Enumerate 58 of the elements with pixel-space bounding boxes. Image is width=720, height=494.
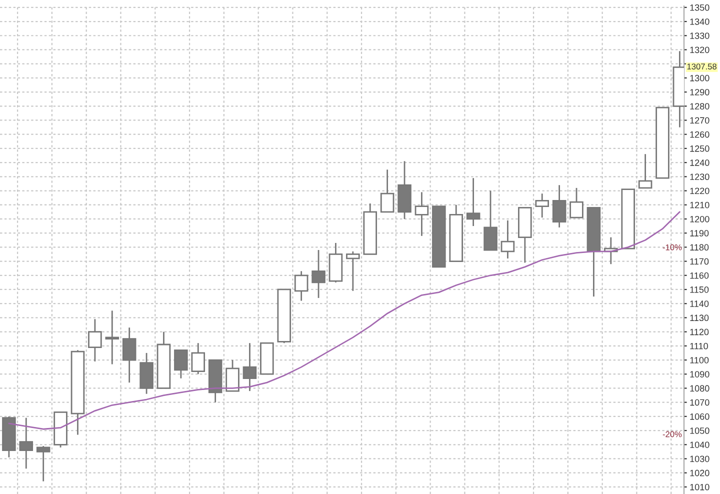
candlestick: [242, 342, 257, 392]
y-tick-label: 1330: [690, 32, 710, 39]
candlestick: [346, 250, 360, 292]
y-tick-label: 1130: [690, 314, 709, 322]
candlestick: [226, 359, 240, 392]
y-tick-label: 1170: [690, 258, 709, 265]
y-tick-label: 1200: [690, 216, 710, 222]
candlestick: [105, 310, 120, 365]
y-tick-label: 1300: [690, 74, 710, 82]
candlestick: [466, 177, 480, 227]
y-tick-label: 1070: [690, 399, 710, 406]
y-tick-label: 1180: [690, 244, 709, 251]
y-tick-label: 1050: [690, 428, 710, 434]
y-tick-label: 1030: [690, 456, 710, 462]
candlestick: [380, 168, 394, 213]
y-tick-label: 1270: [690, 117, 710, 124]
y-tick-label: 1080: [690, 385, 710, 392]
annotation: -10%: [662, 244, 682, 250]
y-tick-label: 1250: [690, 145, 710, 152]
candlestick: [122, 326, 136, 384]
y-tick-label: 1340: [690, 18, 710, 25]
y-tick-label: 1290: [690, 89, 710, 96]
y-tick-label: 1190: [690, 230, 709, 236]
y-tick-label: 1230: [690, 174, 710, 180]
candlestick: [414, 191, 429, 237]
candlestick: [174, 349, 188, 380]
candlestick: [191, 342, 206, 375]
y-tick-label: 1010: [690, 484, 710, 490]
candlestick: [552, 184, 566, 228]
y-tick-label: 1120: [690, 328, 709, 336]
y-tick-label: 1090: [690, 371, 710, 378]
y-tick-label: 1280: [690, 103, 710, 110]
candlestick: [294, 270, 308, 302]
y-tick-label: 1040: [690, 442, 710, 448]
candlestick: [570, 187, 584, 218]
y-tick-label: 1350: [690, 4, 710, 11]
candlestick: [312, 249, 326, 299]
candlestick: [638, 153, 652, 189]
y-tick-label: 1220: [690, 188, 710, 194]
y-tick-label: 1100: [690, 356, 709, 364]
y-tick-label: 1140: [690, 300, 709, 307]
y-tick-label: 1060: [690, 413, 710, 420]
y-tick-label: 1210: [690, 202, 710, 208]
y-tick-label: 1020: [690, 470, 710, 476]
candlestick: [484, 190, 498, 251]
candlestick: [535, 192, 549, 218]
annotation: -20%: [662, 431, 682, 438]
y-tick-label: 1110: [690, 342, 708, 350]
y-tick-label: 1150: [690, 286, 709, 293]
y-tick-label: 1260: [690, 131, 710, 138]
candlestick: [19, 417, 34, 470]
candlestick: [88, 318, 102, 362]
text: 1307.58: [687, 64, 716, 70]
y-tick-label: 1240: [690, 160, 710, 166]
y-tick-label: 1160: [690, 272, 709, 279]
candlestick: [36, 445, 50, 482]
candlestick: [500, 220, 515, 260]
y-tick-label: 1320: [690, 46, 710, 54]
